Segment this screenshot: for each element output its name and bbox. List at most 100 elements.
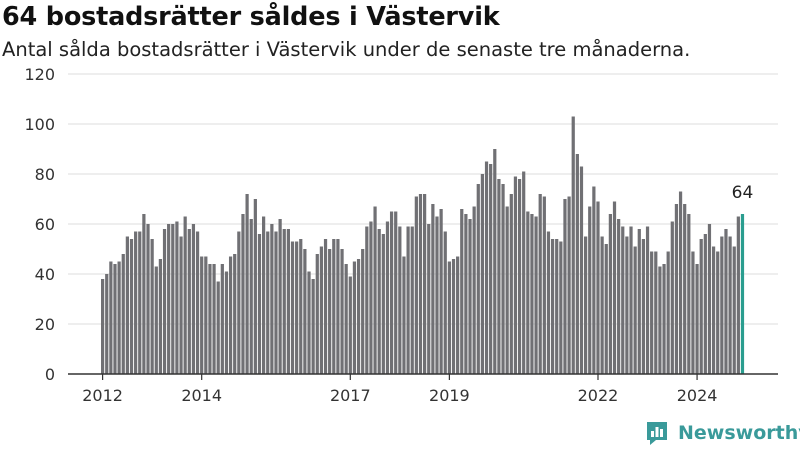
bar xyxy=(262,216,266,374)
bar xyxy=(245,194,249,374)
bar xyxy=(716,251,720,374)
bar xyxy=(373,206,377,374)
bar xyxy=(674,204,679,374)
bar xyxy=(365,226,369,374)
bar xyxy=(695,264,699,374)
bar xyxy=(550,239,555,374)
bar xyxy=(493,149,497,374)
bar xyxy=(472,206,476,374)
bar xyxy=(385,221,390,374)
bar xyxy=(398,226,402,374)
bar xyxy=(658,266,662,374)
bar xyxy=(303,249,307,374)
bar xyxy=(563,199,567,374)
bar xyxy=(439,209,443,374)
bar xyxy=(311,279,315,374)
brand-logo: Newsworthy xyxy=(644,419,800,447)
bar xyxy=(703,234,707,374)
bar xyxy=(546,231,551,374)
bar xyxy=(356,259,361,374)
bar xyxy=(323,239,328,374)
bar xyxy=(728,236,732,374)
bar xyxy=(604,244,608,374)
bar xyxy=(307,271,311,374)
x-tick-label: 2012 xyxy=(82,386,123,405)
bar xyxy=(113,264,117,374)
bar xyxy=(220,264,224,374)
chart-subtitle: Antal sålda bostadsrätter i Västervik un… xyxy=(2,38,691,61)
bar xyxy=(216,281,220,374)
bar xyxy=(361,249,365,374)
bar xyxy=(274,231,278,374)
bar xyxy=(691,251,695,374)
bar xyxy=(423,194,427,374)
bar xyxy=(394,211,398,374)
x-tick-label: 2019 xyxy=(429,386,470,405)
bar xyxy=(654,251,658,374)
bar xyxy=(249,219,253,374)
bar xyxy=(484,161,489,374)
bar xyxy=(555,239,559,374)
bar xyxy=(497,179,501,374)
bar xyxy=(530,214,534,374)
bar xyxy=(522,171,526,374)
bar xyxy=(402,256,406,374)
bar xyxy=(456,256,460,374)
bar xyxy=(348,276,352,374)
bar xyxy=(633,246,637,374)
bar xyxy=(571,116,575,374)
bar xyxy=(237,231,241,374)
bar xyxy=(489,164,493,374)
bar xyxy=(406,226,410,374)
bar xyxy=(212,264,216,374)
x-tick-label: 2014 xyxy=(181,386,222,405)
bar xyxy=(662,264,666,374)
bar xyxy=(447,261,451,374)
bar xyxy=(381,234,385,374)
bar xyxy=(513,176,518,374)
bar xyxy=(707,224,712,374)
bar xyxy=(740,214,745,374)
bar xyxy=(625,236,629,374)
bar xyxy=(414,196,418,374)
bar xyxy=(427,224,431,374)
bar xyxy=(278,219,282,374)
y-tick-label: 20 xyxy=(35,315,55,334)
bar xyxy=(596,201,600,374)
bar xyxy=(195,231,200,374)
x-tick-label: 2022 xyxy=(578,386,619,405)
bar xyxy=(138,231,142,374)
bar xyxy=(687,214,691,374)
bar xyxy=(175,221,179,374)
bar xyxy=(286,229,290,374)
bar xyxy=(389,211,394,374)
bar xyxy=(683,204,687,374)
bar xyxy=(637,229,641,374)
bar xyxy=(129,239,134,374)
bar xyxy=(162,229,167,374)
bar xyxy=(187,229,191,374)
bar xyxy=(451,259,456,374)
bar xyxy=(720,236,724,374)
bar xyxy=(724,229,728,374)
bar xyxy=(295,241,299,374)
bar xyxy=(377,229,381,374)
bar xyxy=(282,229,286,374)
bar xyxy=(678,191,683,374)
bar xyxy=(592,186,596,374)
bar xyxy=(233,254,237,374)
bar xyxy=(509,194,513,374)
bar xyxy=(340,249,344,374)
bar xyxy=(171,224,175,374)
bar xyxy=(319,246,324,374)
bar xyxy=(146,224,150,374)
bar xyxy=(443,231,447,374)
bar xyxy=(608,214,612,374)
bar xyxy=(431,204,435,374)
bar xyxy=(105,274,109,374)
bar xyxy=(666,251,670,374)
bar xyxy=(579,166,584,374)
y-tick-label: 60 xyxy=(35,215,55,234)
bar xyxy=(257,234,262,374)
